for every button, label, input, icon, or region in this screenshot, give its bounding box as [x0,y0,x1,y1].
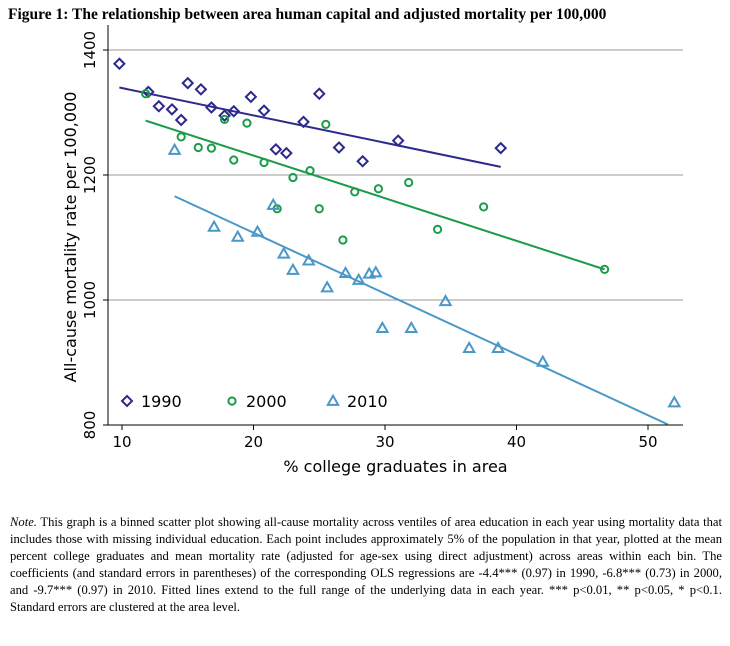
scatter-chart: 10 20 30 40 50 800 1000 1200 1400 % college gradu… [61,25,683,476]
point-2000-20 [600,264,610,274]
point-1990-4 [165,102,179,116]
data-points [112,57,682,408]
point-1990-13 [269,142,283,156]
point-2000-14 [338,235,348,245]
point-2010-4 [250,224,265,237]
point-2010-16 [438,294,453,307]
point-1990-9 [218,109,231,123]
gridlines [108,49,683,426]
point-1990-3 [152,99,166,113]
note-label: Note. [10,515,37,529]
point-1990-15 [297,115,310,129]
x-axis-title: % college graduates in area [283,457,507,476]
point-2010-11 [351,272,366,285]
point-2000-4 [206,143,217,153]
legend-label-1990: 1990 [141,392,182,411]
point-2000-3 [193,142,203,153]
fit-line-2010 [174,195,669,426]
x-tick-label-40: 40 [507,433,526,451]
point-1990-18 [356,154,370,168]
point-1990-5 [174,113,188,127]
point-1990-7 [194,82,208,96]
note-text: This graph is a binned scatter plot show… [10,515,722,614]
point-2000-2 [176,132,186,142]
point-2000-17 [404,177,414,188]
point-1990-6 [181,76,195,90]
point-2010-7 [286,262,300,275]
fitted-lines [119,86,669,426]
point-2000-11 [305,166,315,176]
point-2000-8 [259,157,269,168]
fit-line-1990 [119,86,501,168]
point-2000-18 [433,224,443,234]
point-1990-17 [332,141,346,154]
y-axis-title: All-cause mortality rate per 100,000 [61,92,80,383]
point-2000-12 [314,204,324,214]
point-2010-9 [320,280,335,293]
point-2000-6 [229,155,239,165]
point-2010-6 [276,246,291,259]
fit-line-2000 [145,119,605,271]
x-tick-label-50: 50 [638,433,657,451]
y-tick-label-1000: 1000 [81,281,99,319]
point-2010-1 [167,142,182,155]
point-2000-10 [288,172,298,183]
point-2000-1 [141,89,151,99]
x-tick-label-10: 10 [112,433,131,451]
x-tick-label-30: 30 [375,433,394,451]
figure-title: Figure 1: The relationship between area … [8,6,607,23]
legend-label-2000: 2000 [246,392,287,411]
figure-note: Note. This graph is a binned scatter plo… [10,514,722,616]
point-2010-13 [368,265,383,278]
point-1990-11 [244,90,258,104]
point-1990-1 [112,57,126,71]
point-2010-2 [207,219,221,232]
point-2010-18 [491,340,506,354]
legend-marker-2000 [227,396,237,406]
legend-label-2010: 2010 [347,392,388,411]
point-2000-15 [350,187,360,197]
point-2010-15 [404,320,419,334]
point-2010-19 [535,354,550,367]
point-2010-20 [667,395,682,408]
axes: 10 20 30 40 50 800 1000 1200 1400 % college gradu… [61,25,683,476]
point-1990-16 [312,87,326,101]
point-2000-19 [479,202,489,212]
y-tick-label-1200: 1200 [81,156,99,194]
point-2010-3 [230,229,245,242]
x-tick-label-20: 20 [244,433,263,451]
point-2010-10 [338,265,353,279]
legend-marker-1990 [120,394,134,408]
y-tick-label-800: 800 [81,411,99,440]
legend-marker-2010 [326,393,340,406]
point-2000-13 [321,119,331,129]
point-2010-17 [462,340,477,354]
point-1990-10 [227,104,241,118]
point-2010-14 [375,320,390,334]
point-1990-12 [257,104,271,118]
point-2000-7 [242,118,252,128]
point-2000-16 [373,184,384,194]
point-2000-5 [219,114,230,124]
point-1990-8 [205,101,218,114]
point-1990-14 [279,146,293,160]
legend: 1990 2000 2010 [120,392,388,411]
y-tick-label-1400: 1400 [81,31,99,69]
point-1990-20 [494,141,508,155]
point-1990-19 [391,134,405,148]
point-2010-8 [301,253,316,266]
point-2010-5 [266,197,281,210]
